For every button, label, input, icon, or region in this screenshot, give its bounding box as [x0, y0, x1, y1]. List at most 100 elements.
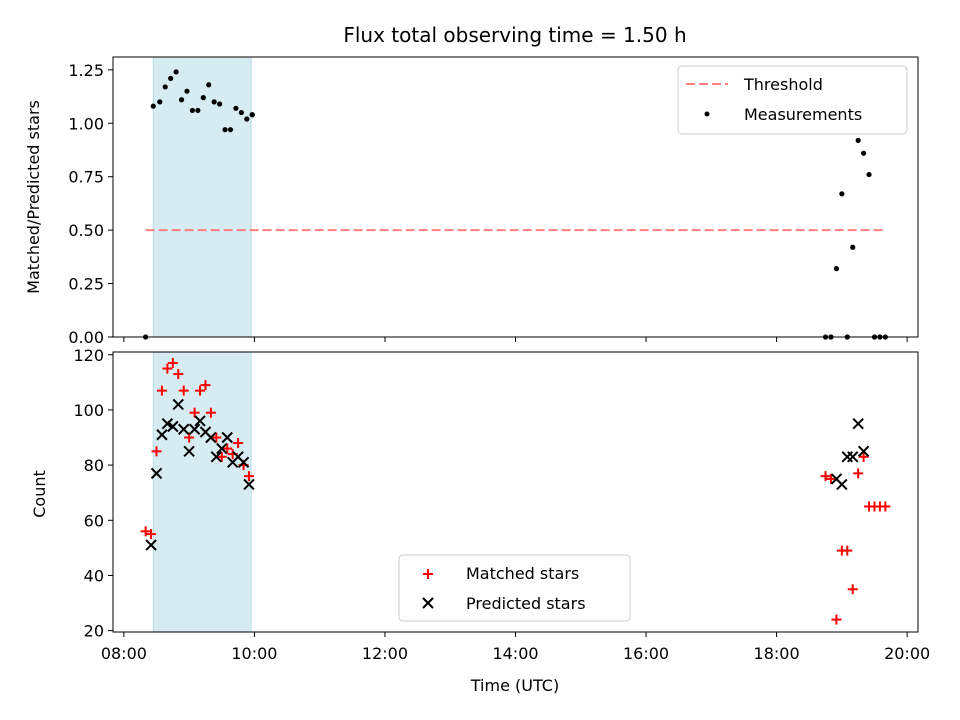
- bottom-y-axis-label: Count: [30, 470, 49, 518]
- predicted-star-stroke-b: [167, 420, 179, 433]
- top-y-tick-label: 0.00: [68, 328, 104, 347]
- measurement-point: [217, 101, 223, 107]
- figure-title: Flux total observing time = 1.50 h: [343, 23, 686, 47]
- bottom-y-tick-label: 80: [84, 456, 104, 475]
- bottom-x-tick-label: 10:00: [231, 644, 277, 663]
- matched-star-point: [200, 380, 211, 391]
- measurement-point: [249, 112, 255, 118]
- top-x-axis: [123, 337, 908, 342]
- measurement-point: [173, 69, 179, 75]
- bottom-x-tick-label: 08:00: [101, 644, 147, 663]
- predicted-star-stroke-b: [145, 539, 157, 551]
- bottom-panel: 20 40 60 80 100 120 08:00 10:00 12:00 14:00 16:00…: [30, 346, 930, 695]
- predicted-star-stroke-b: [857, 445, 870, 458]
- matched-star-point: [173, 369, 184, 380]
- top-shaded-interval: [152, 56, 252, 338]
- matched-star-point: [233, 438, 244, 449]
- predicted-legend-swatch: [422, 597, 434, 609]
- top-y-tick-label: 0.25: [68, 275, 104, 294]
- measurement-point: [184, 88, 190, 94]
- bottom-x-axis-label: Time (UTC): [470, 676, 559, 695]
- top-y-tick-label: 0.75: [68, 168, 104, 187]
- matched-star-point: [847, 584, 858, 595]
- predicted-star-point: [836, 478, 848, 491]
- predicted-star-point: [243, 478, 255, 491]
- top-y-tick-label: 1.25: [68, 61, 104, 80]
- predicted-star-stroke-b: [237, 456, 250, 469]
- predicted-star-point: [205, 431, 217, 444]
- measurement-point: [195, 107, 201, 114]
- matched-star-point: [243, 471, 254, 482]
- bottom-marks: [140, 358, 891, 625]
- top-y-axis: 0.00 0.25 0.50 0.75 1.00 1.25: [68, 61, 113, 347]
- predicted-star-stroke-b: [156, 429, 168, 441]
- matched-star-point: [211, 432, 222, 443]
- predicted-star-point: [178, 423, 190, 435]
- bottom-y-tick-label: 60: [84, 511, 104, 530]
- matched-star-point: [151, 446, 162, 457]
- predicted-star-point: [221, 431, 233, 444]
- predicted-star-stroke-b: [161, 418, 174, 430]
- matched-star-point: [853, 468, 864, 479]
- predicted-star-point: [857, 445, 870, 458]
- measurement-point: [866, 171, 872, 178]
- matched-star-point: [146, 529, 157, 540]
- predicted-star-point: [156, 429, 168, 441]
- predicted-star-point: [237, 456, 250, 469]
- measurement-point: [855, 137, 861, 143]
- bottom-legend-box: [398, 554, 631, 622]
- measurement-point: [861, 150, 867, 156]
- matched-star-point: [825, 473, 836, 484]
- bottom-y-tick-label: 100: [73, 401, 104, 420]
- predicted-star-point: [841, 451, 853, 463]
- bottom-legend: Matched stars Predicted stars: [398, 554, 631, 622]
- predicted-star-point: [161, 418, 174, 430]
- top-y-tick-label: 1.00: [68, 114, 104, 133]
- measurement-point: [206, 82, 212, 88]
- predicted-star-stroke-b: [830, 473, 843, 485]
- predicted-star-point: [188, 423, 201, 435]
- bottom-y-tick-label: 20: [84, 622, 104, 641]
- top-panel: 0.00 0.25 0.50 0.75 1.00 1.25 Matched/Predict…: [24, 56, 919, 347]
- bottom-x-tick-label: 14:00: [492, 644, 538, 663]
- bottom-shaded-interval: [152, 351, 252, 633]
- bottom-y-axis: 20 40 60 80 100 120: [73, 346, 113, 641]
- predicted-star-point: [216, 442, 228, 455]
- matched-star-point: [205, 407, 216, 418]
- predicted-star-point: [167, 420, 179, 433]
- matched-star-point: [820, 471, 831, 482]
- predicted-star-stroke-b: [836, 478, 848, 491]
- predicted-star-point: [145, 539, 157, 551]
- measurements-legend-swatch: [704, 111, 710, 117]
- measurement-point: [162, 84, 168, 90]
- top-marks: [143, 69, 888, 340]
- predicted-star-stroke-b: [210, 451, 223, 463]
- matched-star-point: [178, 385, 189, 396]
- matched-star-point: [140, 526, 151, 537]
- predicted-star-point: [194, 415, 206, 427]
- bottom-y-tick-label: 120: [73, 346, 104, 365]
- bottom-y-tick-label: 40: [84, 566, 104, 585]
- bottom-x-tick-label: 12:00: [362, 644, 408, 663]
- matched-star-point: [195, 385, 206, 396]
- predicted-legend-label: Predicted stars: [466, 594, 586, 613]
- measurement-point: [833, 266, 840, 272]
- predicted-star-point: [183, 445, 195, 458]
- measurement-point: [244, 116, 250, 122]
- top-legend: Threshold Measurements: [677, 65, 908, 135]
- predicted-star-point: [210, 451, 223, 463]
- measurements-legend-label: Measurements: [744, 105, 862, 124]
- measurement-point: [850, 244, 856, 250]
- measurement-point: [211, 99, 217, 105]
- measurement-point: [157, 99, 163, 105]
- observing-interval-shade: [152, 56, 252, 338]
- predicted-star-stroke-b: [852, 418, 864, 430]
- matched-star-point: [880, 501, 891, 512]
- measurement-point: [227, 127, 234, 133]
- predicted-star-stroke-b: [216, 442, 228, 455]
- predicted-star-stroke-b: [232, 451, 244, 463]
- predicted-star-point: [172, 398, 184, 411]
- measurement-point: [222, 127, 228, 133]
- bottom-x-tick-label: 16:00: [623, 644, 669, 663]
- matched-legend-label: Matched stars: [466, 564, 579, 583]
